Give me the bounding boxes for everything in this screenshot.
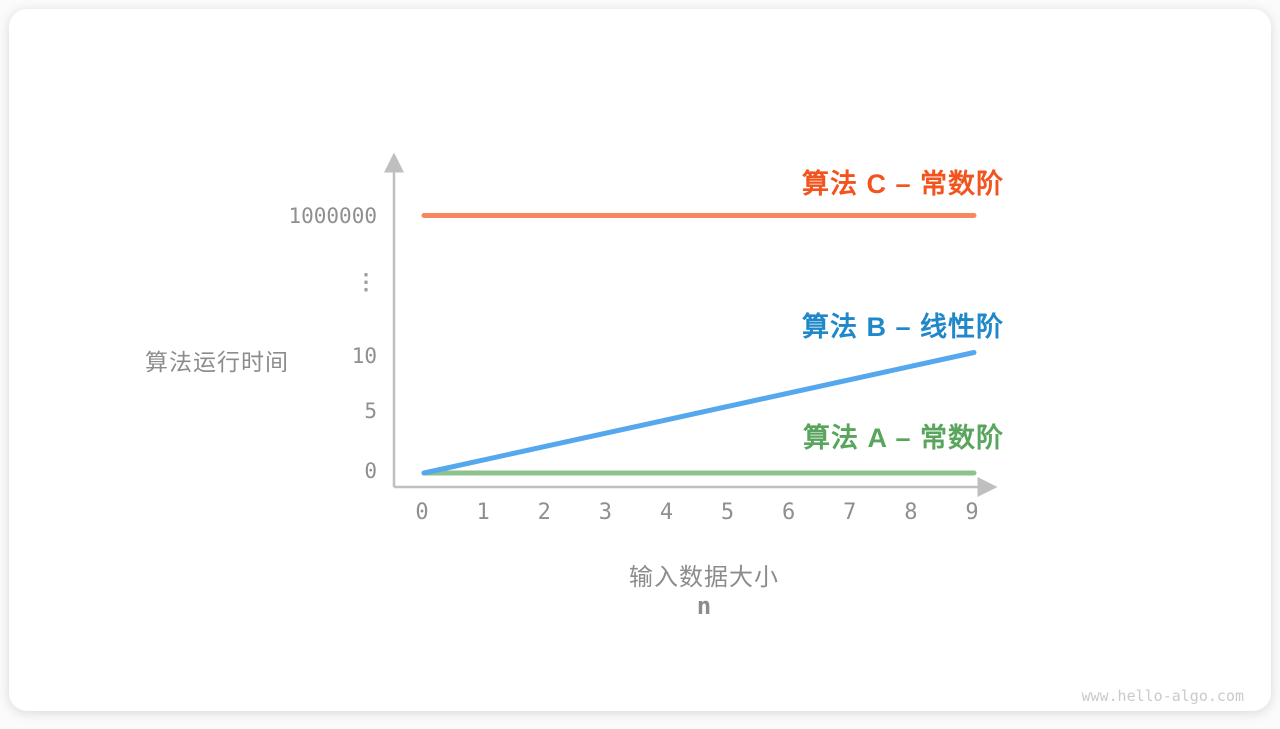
x-tick-label: 9 — [965, 500, 979, 525]
x-tick-label: 4 — [659, 500, 674, 525]
x-tick-label: 6 — [782, 500, 796, 525]
y-tick-label: 0 — [364, 459, 377, 483]
x-tick-label: 0 — [415, 500, 429, 525]
y-tick-label: 5 — [364, 399, 377, 423]
x-tick-label: 7 — [843, 500, 857, 525]
x-tick-label: 5 — [720, 500, 735, 525]
series-lines-group — [421, 213, 977, 476]
series-label-c: 算法 C – 常数阶 — [801, 169, 1004, 199]
x-axis-subtitle-n: n — [696, 592, 712, 620]
y-tick-label: ⋮ — [355, 270, 377, 295]
y-tick-label: 1000000 — [288, 204, 377, 228]
watermark-text: www.hello-algo.com — [1081, 687, 1244, 705]
x-tick-label: 1 — [476, 500, 490, 525]
x-axis-title: 输入数据大小 — [629, 564, 779, 591]
x-tick-label: 8 — [904, 500, 918, 525]
y-axis-title: 算法运行时间 — [145, 349, 289, 375]
series-line-b — [421, 350, 977, 476]
y-tick-label: 10 — [351, 344, 377, 368]
x-tick-label: 3 — [598, 500, 612, 525]
chart-canvas — [384, 152, 998, 497]
series-label-b: 算法 B – 线性阶 — [801, 312, 1004, 342]
series-label-a: 算法 A – 常数阶 — [802, 423, 1004, 453]
x-tick-label: 2 — [537, 500, 551, 525]
